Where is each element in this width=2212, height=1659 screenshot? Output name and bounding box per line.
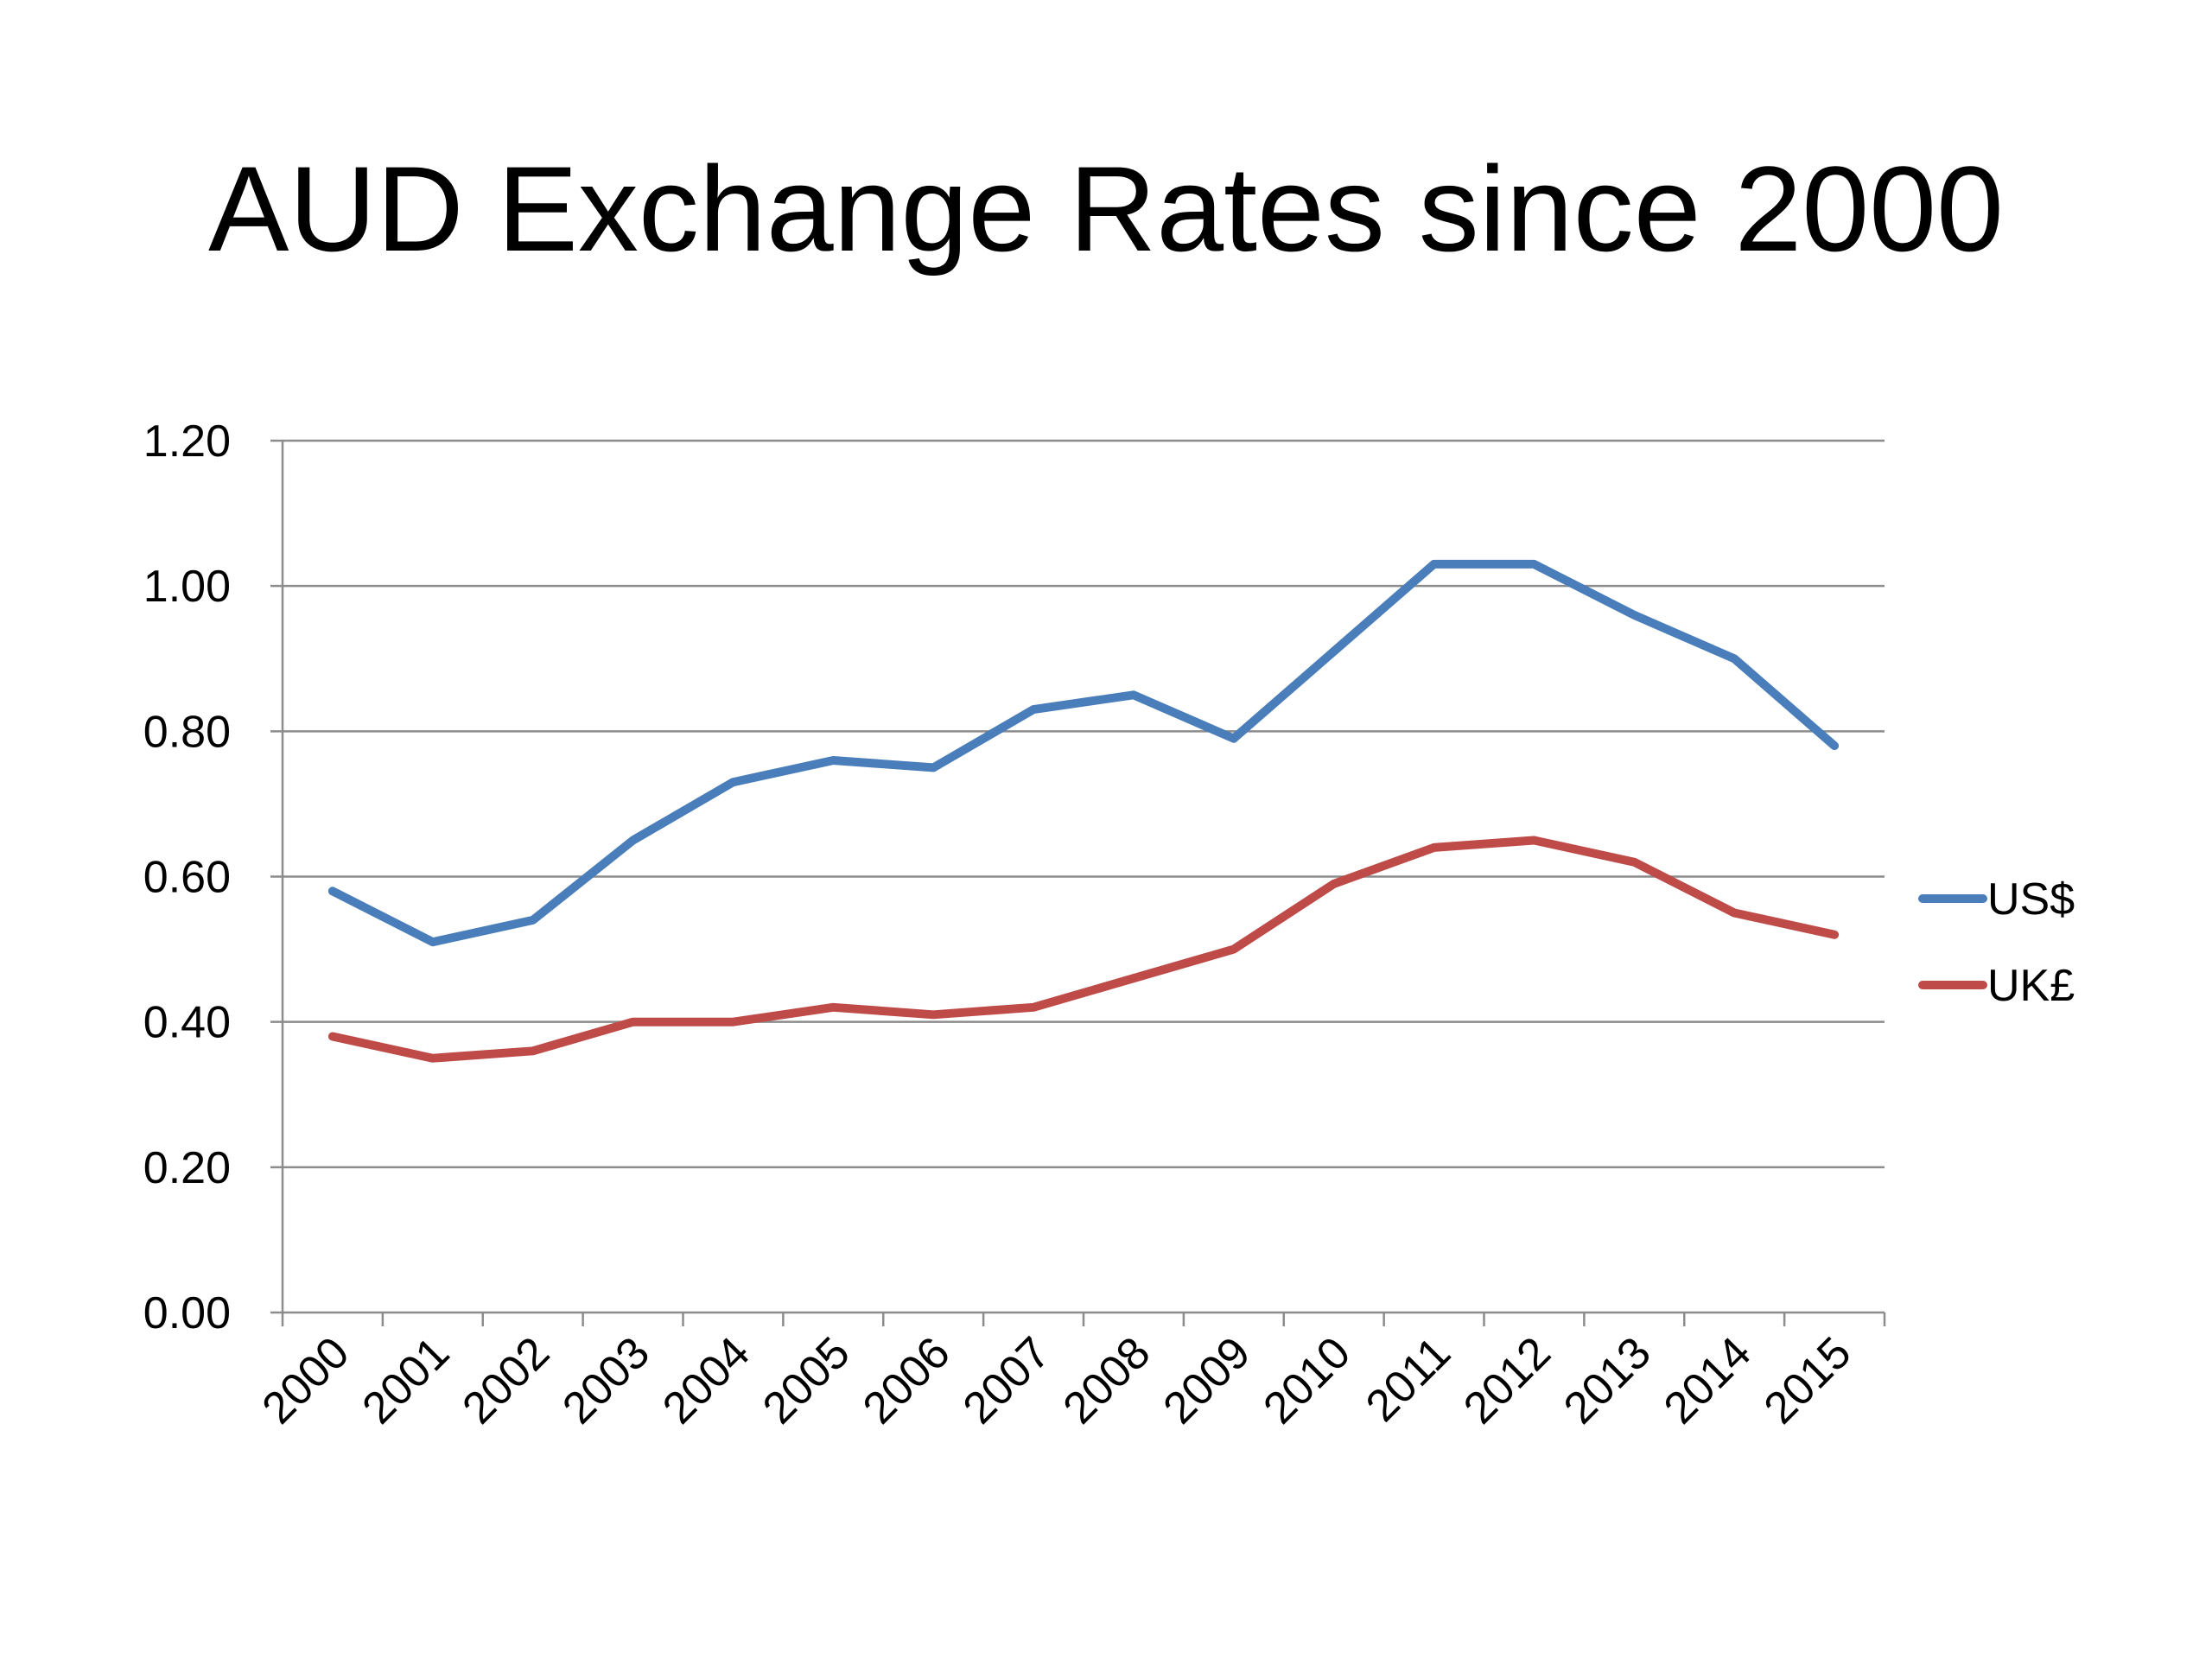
y-tick-label: 0.80 <box>143 707 231 757</box>
legend: US$ UK£ <box>1918 874 2075 1011</box>
gridlines <box>270 439 1885 1314</box>
x-tick-label: 2004 <box>653 1327 760 1433</box>
legend-label: US$ <box>1987 874 2075 925</box>
x-tick-label: 2006 <box>854 1327 960 1433</box>
legend-label: UK£ <box>1987 961 2075 1011</box>
series-line-0 <box>327 559 1840 947</box>
x-tick-label: 2014 <box>1655 1327 1761 1433</box>
y-tick-label: 0.00 <box>143 1288 231 1338</box>
y-tick-label: 0.20 <box>143 1143 231 1193</box>
x-axis-tick-labels: 2000200120022003200420052006200720082009… <box>253 1327 1861 1433</box>
chart-title: AUD Exchange Rates since 2000 <box>208 141 2004 276</box>
x-tick-label: 2000 <box>253 1327 359 1433</box>
x-tick-label: 2007 <box>954 1327 1060 1433</box>
y-tick-label: 0.40 <box>143 998 231 1048</box>
y-tick-label: 1.00 <box>143 562 231 612</box>
x-tick-label: 2001 <box>353 1327 459 1433</box>
x-tick-label: 2013 <box>1554 1327 1661 1433</box>
x-tick-label: 2011 <box>1357 1327 1460 1431</box>
axes <box>281 441 1886 1326</box>
x-tick-label: 2002 <box>453 1327 559 1433</box>
series-line-1 <box>327 836 1840 1063</box>
x-tick-label: 2008 <box>1054 1327 1160 1433</box>
x-tick-label: 2005 <box>753 1327 860 1433</box>
y-tick-label: 0.60 <box>143 853 231 903</box>
y-tick-label: 1.20 <box>143 416 231 467</box>
x-tick-label: 2012 <box>1454 1327 1560 1433</box>
x-tick-label: 2003 <box>553 1327 659 1433</box>
x-tick-label: 2009 <box>1154 1327 1260 1433</box>
y-axis-tick-labels: 0.00 0.20 0.40 0.60 0.80 1.00 1.20 <box>143 416 231 1338</box>
series-lines <box>327 559 1840 1063</box>
x-tick-label: 2015 <box>1755 1327 1861 1433</box>
x-tick-label: 2010 <box>1254 1327 1360 1433</box>
